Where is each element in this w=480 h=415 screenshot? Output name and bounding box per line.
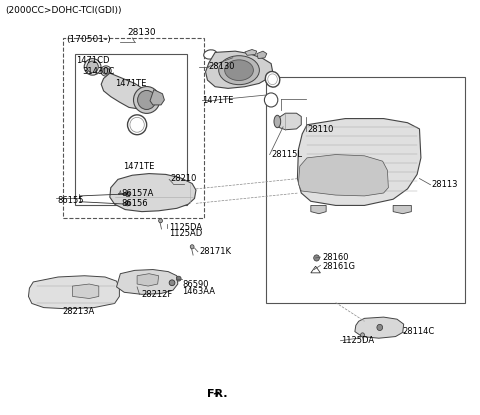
- Text: 1125AD: 1125AD: [169, 229, 203, 239]
- Polygon shape: [277, 113, 301, 130]
- Ellipse shape: [219, 56, 259, 85]
- Ellipse shape: [225, 60, 253, 81]
- Bar: [75, 54, 187, 205]
- Bar: [126, 192, 129, 196]
- Text: 31430C: 31430C: [82, 67, 114, 76]
- Ellipse shape: [130, 117, 144, 132]
- Text: 28115L: 28115L: [271, 150, 302, 159]
- Ellipse shape: [274, 115, 281, 128]
- Ellipse shape: [101, 66, 111, 76]
- Text: 28114C: 28114C: [403, 327, 435, 336]
- Polygon shape: [110, 173, 196, 212]
- Ellipse shape: [84, 59, 101, 75]
- Text: 1471TE: 1471TE: [202, 96, 233, 105]
- Polygon shape: [393, 205, 411, 214]
- Ellipse shape: [158, 219, 162, 223]
- Text: 28212F: 28212F: [142, 290, 173, 299]
- Polygon shape: [28, 276, 120, 309]
- Polygon shape: [245, 49, 257, 55]
- Ellipse shape: [377, 325, 383, 331]
- Ellipse shape: [360, 333, 364, 337]
- Polygon shape: [298, 119, 421, 205]
- Polygon shape: [311, 266, 321, 273]
- Ellipse shape: [314, 255, 320, 261]
- Text: 28160: 28160: [323, 254, 349, 262]
- Ellipse shape: [176, 276, 181, 281]
- Text: 28161G: 28161G: [323, 262, 355, 271]
- Polygon shape: [72, 284, 99, 298]
- Text: 1463AA: 1463AA: [182, 286, 216, 295]
- Text: 28130: 28130: [128, 28, 156, 37]
- Polygon shape: [150, 90, 164, 105]
- Polygon shape: [137, 273, 158, 286]
- Text: 86157A: 86157A: [121, 189, 154, 198]
- Text: 28113: 28113: [432, 180, 458, 189]
- Ellipse shape: [264, 93, 278, 107]
- Ellipse shape: [103, 68, 109, 74]
- Text: 28110: 28110: [307, 125, 334, 134]
- Text: 1125DA: 1125DA: [341, 336, 374, 345]
- Text: 28171K: 28171K: [199, 247, 231, 256]
- Ellipse shape: [169, 280, 175, 286]
- Ellipse shape: [190, 245, 194, 249]
- Polygon shape: [117, 269, 178, 294]
- Text: 1125DA: 1125DA: [169, 223, 202, 232]
- Polygon shape: [257, 51, 267, 59]
- Ellipse shape: [204, 50, 217, 59]
- Ellipse shape: [128, 115, 147, 135]
- Bar: [266, 77, 465, 303]
- Ellipse shape: [265, 71, 280, 87]
- Ellipse shape: [138, 90, 156, 110]
- Text: 1471CD: 1471CD: [76, 56, 110, 65]
- Text: 28130: 28130: [209, 62, 235, 71]
- Ellipse shape: [268, 74, 277, 85]
- Text: FR.: FR.: [207, 389, 228, 400]
- Polygon shape: [355, 317, 404, 338]
- Ellipse shape: [125, 201, 130, 206]
- Polygon shape: [311, 205, 326, 214]
- Polygon shape: [299, 154, 388, 196]
- Text: 1471TE: 1471TE: [123, 161, 154, 171]
- Text: (2000CC>DOHC-TCI(GDI)): (2000CC>DOHC-TCI(GDI)): [5, 6, 122, 15]
- Text: 28213A: 28213A: [62, 307, 94, 316]
- Ellipse shape: [87, 61, 98, 73]
- Text: 86590: 86590: [182, 280, 209, 288]
- Polygon shape: [205, 51, 273, 88]
- Text: 86156: 86156: [121, 199, 148, 208]
- Bar: [63, 38, 204, 218]
- Ellipse shape: [133, 86, 160, 113]
- Text: 28210: 28210: [170, 174, 197, 183]
- Text: (170501-): (170501-): [66, 35, 111, 44]
- Text: 1471TE: 1471TE: [116, 79, 147, 88]
- Text: 86155: 86155: [57, 195, 84, 205]
- Polygon shape: [101, 73, 149, 109]
